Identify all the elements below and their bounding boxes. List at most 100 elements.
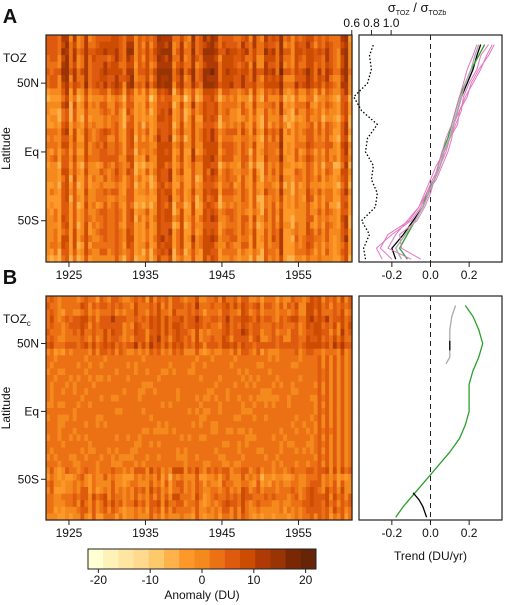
heatmap-cell	[241, 235, 246, 243]
heatmap-cell	[271, 195, 277, 203]
heatmap-cell	[187, 221, 192, 230]
heatmap-cell	[286, 148, 292, 156]
heatmap-cell	[332, 208, 338, 216]
heatmap-cell	[256, 215, 261, 223]
heatmap-cell	[344, 81, 349, 90]
heatmap-cell	[91, 195, 97, 203]
heatmap-cell	[145, 302, 150, 310]
heatmap-cell	[260, 342, 265, 350]
heatmap-cell	[145, 487, 150, 495]
heatmap-cell	[275, 414, 280, 422]
heatmap-cell	[302, 148, 307, 156]
heatmap-cell	[80, 322, 85, 330]
heatmap-cell	[137, 88, 143, 96]
heatmap-cell	[65, 467, 70, 475]
heatmap-cell	[72, 141, 78, 150]
heatmap-cell	[260, 55, 265, 63]
heatmap-cell	[336, 48, 342, 56]
heatmap-cell	[145, 513, 150, 521]
heatmap-cell	[267, 201, 273, 210]
heatmap-cell	[137, 181, 143, 190]
heatmap-cell	[80, 309, 85, 317]
heatmap-cell	[248, 221, 254, 230]
heatmap-cell	[160, 440, 166, 449]
heatmap-cell	[153, 348, 158, 356]
heatmap-cell	[229, 88, 235, 96]
heatmap-cell	[145, 408, 150, 416]
heatmap-cell	[195, 467, 200, 475]
heatmap-cell	[122, 248, 127, 256]
heatmap-cell	[332, 81, 338, 90]
heatmap-cell	[141, 48, 147, 56]
heatmap-cell	[218, 375, 223, 383]
heatmap-cell	[76, 241, 82, 250]
heatmap-cell	[294, 155, 300, 163]
heatmap-cell	[137, 408, 143, 416]
heatmap-cell	[65, 309, 70, 317]
heatmap-cell	[336, 108, 342, 116]
heatmap-cell	[267, 95, 273, 103]
heatmap-cell	[149, 335, 154, 343]
heatmap-cell	[176, 394, 181, 403]
heatmap-cell	[252, 175, 257, 183]
heatmap-cell	[179, 215, 185, 223]
heatmap-cell	[179, 221, 185, 230]
heatmap-cell	[126, 460, 131, 468]
heatmap-cell	[103, 121, 108, 130]
heatmap-cell	[179, 161, 185, 170]
heatmap-cell	[107, 355, 112, 363]
heatmap-cell	[111, 388, 116, 396]
heatmap-cell	[126, 309, 131, 317]
heatmap-cell	[176, 440, 181, 449]
heatmap-cell	[187, 460, 192, 468]
heatmap-cell	[176, 421, 181, 429]
heatmap-cell	[91, 302, 97, 310]
heatmap-cell	[332, 181, 338, 190]
heatmap-cell	[202, 95, 208, 103]
heatmap-cell	[164, 41, 169, 49]
x-tick-label: 1945	[209, 268, 236, 282]
heatmap-cell	[187, 155, 192, 163]
heatmap-cell	[218, 41, 223, 49]
heatmap-cell	[168, 335, 173, 343]
heatmap-cell	[340, 168, 345, 176]
heatmap-cell	[126, 467, 131, 475]
heatmap-cell	[214, 128, 219, 136]
heatmap-cell	[91, 421, 97, 429]
heatmap-cell	[130, 408, 135, 416]
heatmap-cell	[218, 175, 223, 183]
heatmap-cell	[179, 181, 185, 190]
heatmap-cell	[111, 480, 116, 488]
heatmap-cell	[225, 467, 231, 475]
heatmap-cell	[141, 95, 147, 103]
x-tick-label: 1935	[132, 268, 159, 282]
heatmap-cell	[57, 108, 62, 116]
heatmap-cell	[195, 35, 200, 43]
heatmap-cell	[252, 221, 257, 230]
heatmap-cell	[137, 315, 143, 323]
heatmap-cell	[141, 115, 147, 123]
heatmap-cell	[290, 335, 296, 343]
heatmap-cell	[233, 447, 238, 455]
heatmap-cell	[145, 35, 150, 43]
heatmap-cell	[279, 381, 284, 389]
heatmap-cell	[130, 141, 135, 150]
heatmap-cell	[199, 381, 204, 389]
heatmap-cell	[176, 427, 181, 435]
heatmap-cell	[302, 95, 307, 103]
heatmap-cell	[172, 208, 177, 216]
heatmap-cell	[248, 241, 254, 250]
heatmap-cell	[57, 88, 62, 96]
heatmap-cell	[130, 513, 135, 521]
heatmap-cell	[153, 368, 158, 376]
heatmap-cell	[149, 195, 154, 203]
heatmap-cell	[103, 228, 108, 236]
heatmap-cell	[99, 108, 104, 116]
heatmap-cell	[248, 434, 254, 442]
heatmap-cell	[168, 248, 173, 256]
heatmap-cell	[195, 513, 200, 521]
heatmap-cell	[103, 473, 108, 482]
heatmap-cell	[149, 480, 154, 488]
heatmap-cell	[84, 328, 89, 337]
heatmap-cell	[68, 361, 74, 370]
